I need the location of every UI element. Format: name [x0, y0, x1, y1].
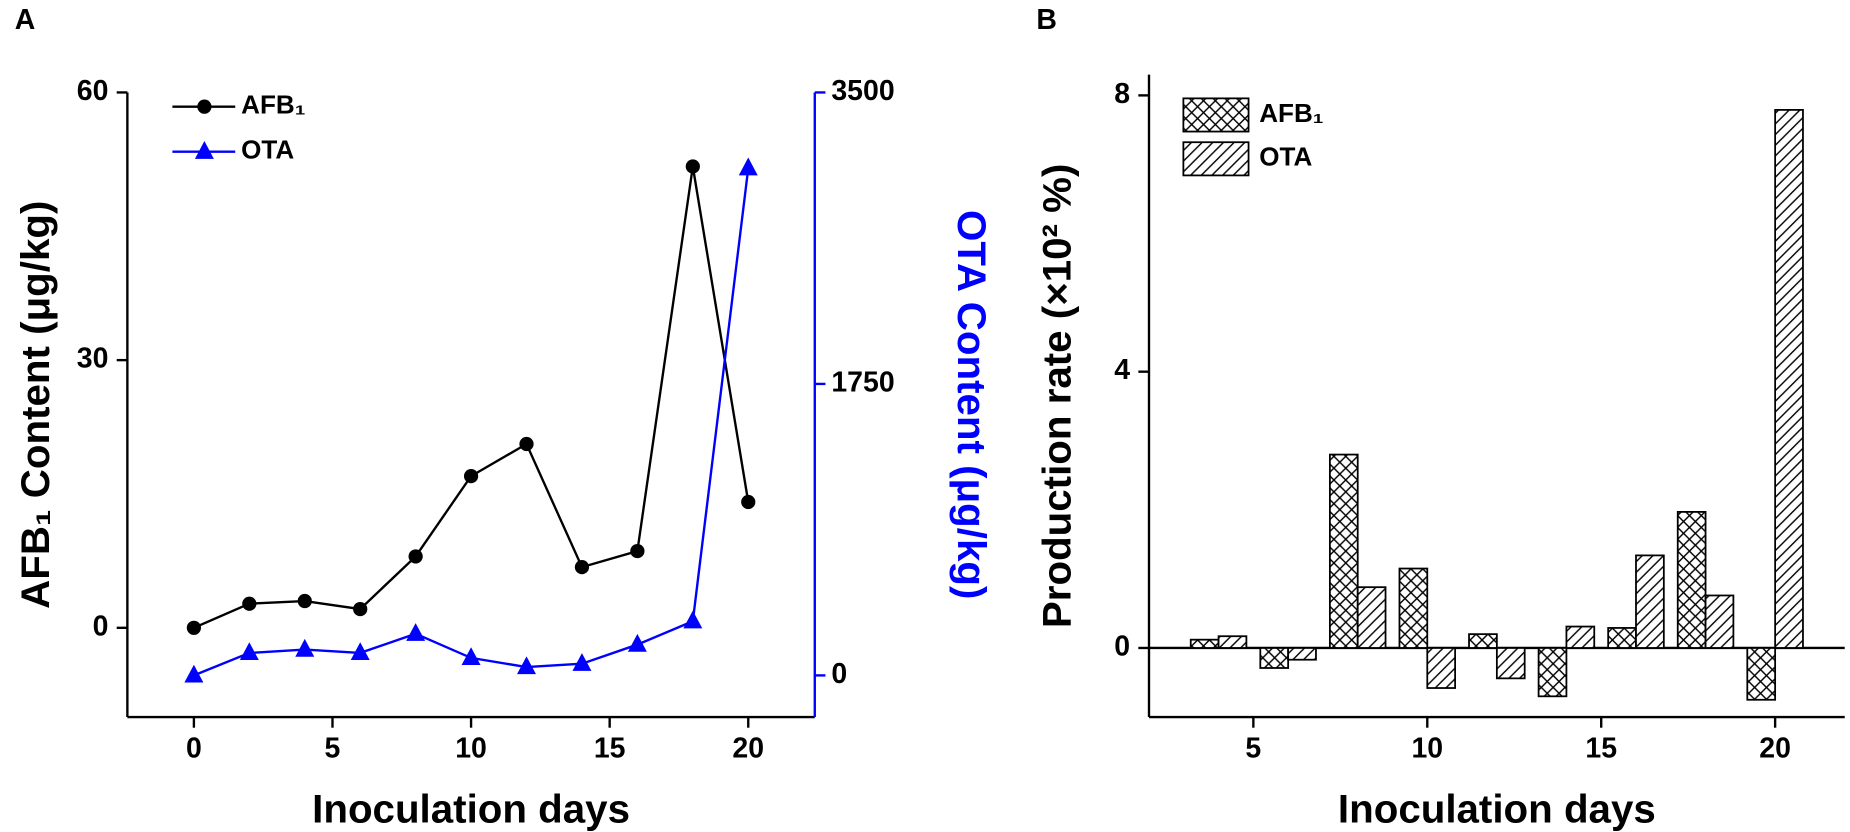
marker: [239, 642, 259, 661]
bar: [1495, 647, 1526, 680]
marker: [463, 469, 479, 484]
marker: [517, 656, 536, 675]
x-tick-label: 15: [594, 733, 626, 765]
marker: [297, 593, 312, 609]
series-line: [193, 166, 750, 629]
bar: [1328, 453, 1359, 649]
legend-swatch: [1182, 141, 1250, 177]
marker: [685, 159, 700, 174]
series-line: [193, 168, 750, 677]
marker: [630, 543, 645, 559]
bar: [1217, 635, 1248, 649]
marker: [242, 596, 257, 611]
marker: [627, 633, 647, 652]
x-tick-label: 5: [325, 733, 341, 765]
legend-marker: [194, 141, 214, 159]
marker: [295, 638, 315, 657]
marker: [408, 549, 423, 564]
marker: [738, 157, 758, 176]
x-axis-label: Inoculation days: [312, 786, 630, 831]
marker: [353, 601, 368, 617]
y-tick-label: 0: [1114, 630, 1130, 662]
panel-label: A: [15, 4, 36, 36]
legend-label: OTA: [241, 135, 294, 165]
x-tick-label: 0: [186, 733, 202, 765]
legend-marker: [197, 99, 212, 114]
bar: [1676, 511, 1707, 649]
bar: [1189, 638, 1220, 649]
bar: [1607, 627, 1637, 649]
bar: [1704, 594, 1735, 649]
marker: [572, 653, 592, 671]
marker: [350, 642, 370, 661]
bar: [1356, 586, 1387, 649]
bar: [1468, 633, 1498, 649]
y-axis-label: Production rate (×10² %): [1035, 164, 1080, 628]
bar: [1398, 567, 1429, 649]
legend-swatch: [1182, 97, 1250, 133]
y-tick-label: 60: [77, 75, 109, 107]
marker: [184, 664, 204, 683]
x-tick-label: 15: [1585, 733, 1617, 765]
marker: [186, 620, 202, 635]
y-tick-label: 8: [1114, 78, 1130, 110]
y-tick-label: 4: [1114, 354, 1130, 386]
y-tick-label: 0: [93, 610, 109, 642]
x-tick-label: 20: [1759, 733, 1791, 765]
panel-label: B: [1036, 4, 1057, 36]
bar: [1565, 625, 1596, 649]
x-axis-label: Inoculation days: [1338, 786, 1656, 831]
bar: [1426, 647, 1456, 689]
bar: [1259, 647, 1290, 669]
y2-tick-label: 0: [831, 658, 847, 690]
marker: [406, 623, 426, 641]
bar: [1774, 109, 1804, 649]
y-tick-label: 30: [77, 343, 109, 375]
y2-tick-label: 1750: [831, 366, 894, 398]
x-tick-label: 5: [1245, 733, 1261, 765]
bar: [1635, 554, 1665, 649]
x-tick-label: 20: [732, 733, 764, 765]
bar: [1287, 647, 1317, 661]
marker: [461, 647, 481, 666]
marker: [683, 610, 703, 629]
bar: [1746, 647, 1777, 701]
legend-label: AFB₁: [1259, 98, 1323, 128]
y-axis-label: AFB₁ Content (μg/kg): [13, 201, 58, 609]
marker: [519, 436, 534, 452]
marker: [574, 560, 590, 575]
y2-axis-label: OTA Content (μg/kg): [949, 210, 994, 599]
legend-label: AFB₁: [241, 90, 305, 120]
legend-label: OTA: [1259, 142, 1312, 172]
x-tick-label: 10: [455, 733, 487, 765]
bar: [1537, 647, 1568, 698]
marker: [741, 494, 756, 510]
x-tick-label: 10: [1411, 733, 1443, 765]
y2-tick-label: 3500: [831, 75, 894, 107]
